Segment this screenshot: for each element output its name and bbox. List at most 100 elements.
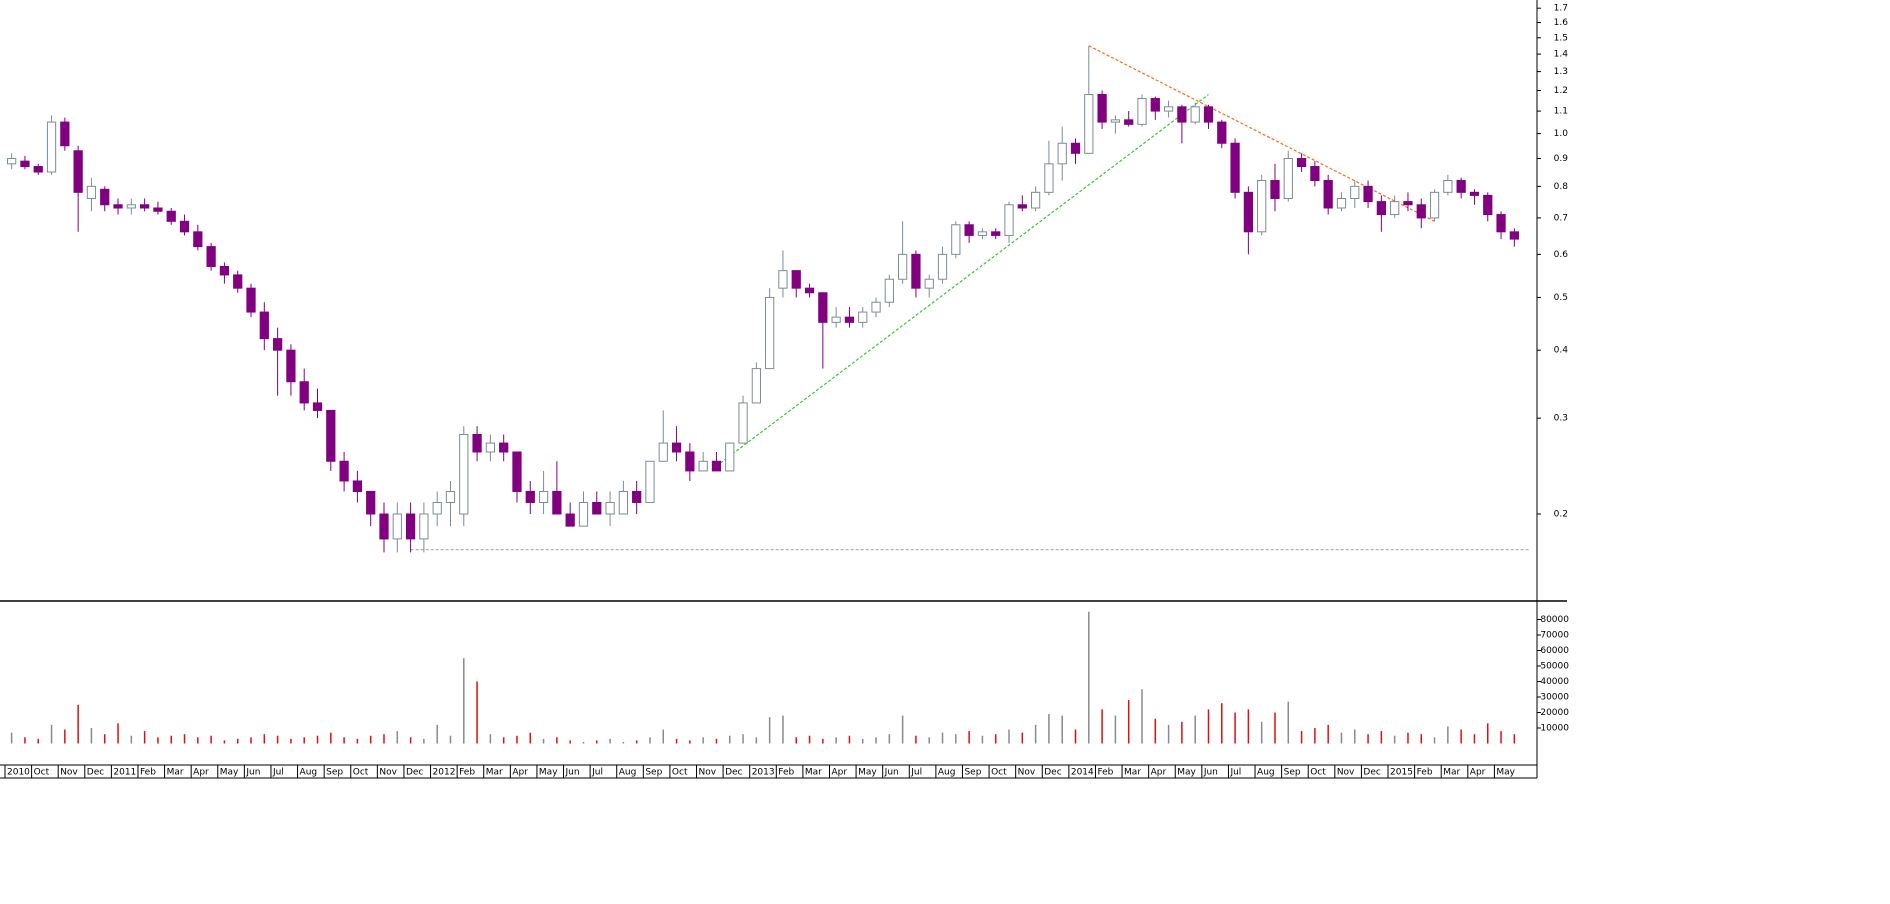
x-tick-label: May — [1496, 768, 1515, 778]
volume-bar — [489, 734, 492, 744]
x-tick-label: Nov — [1018, 768, 1036, 778]
x-tick-label: Oct — [672, 768, 688, 778]
candle-body — [1110, 119, 1121, 123]
x-tick-label: Jul — [1229, 768, 1241, 778]
candle-body — [312, 402, 323, 411]
x-tick-label: Mar — [167, 768, 184, 778]
candle-body — [911, 253, 921, 289]
candle-body — [1177, 106, 1187, 123]
volume-bar — [1194, 715, 1196, 744]
candle-body — [1270, 180, 1280, 199]
x-tick-label: Aug — [1257, 768, 1275, 778]
candle-body — [1283, 158, 1293, 199]
candle-body — [1429, 191, 1440, 219]
volume-bar — [1021, 732, 1024, 744]
x-tick-label: 2012 — [433, 768, 456, 778]
volume-bar — [1300, 731, 1303, 744]
x-tick-label: Oct — [353, 768, 369, 778]
x-tick-label: Apr — [512, 768, 528, 778]
volume-bar — [143, 731, 146, 744]
candle-body — [153, 207, 163, 212]
x-tick-label: Sep — [326, 768, 343, 778]
x-tick-label: Mar — [805, 768, 822, 778]
x-tick-label: Mar — [486, 768, 503, 778]
candle-body — [1057, 142, 1067, 165]
x-tick-label: Sep — [964, 768, 981, 778]
x-tick-label: 2011 — [113, 768, 136, 778]
volume-bar — [1048, 714, 1050, 744]
candle-body — [711, 460, 722, 472]
volume-bar — [1380, 731, 1383, 744]
volume-bar — [968, 731, 970, 744]
candle-body — [1350, 185, 1360, 199]
candle-body — [1336, 197, 1347, 209]
volume-bar — [449, 735, 452, 744]
y-tick-label: 1.5 — [1554, 33, 1568, 43]
y-tick-label: 1.3 — [1554, 67, 1568, 77]
candle-body — [1496, 214, 1506, 233]
candle-body — [951, 224, 961, 255]
candle-body — [472, 433, 482, 453]
volume-bar — [197, 737, 199, 744]
y-tick-label: 1.1 — [1554, 107, 1568, 117]
volume-bar — [1207, 709, 1210, 744]
volume-bar — [183, 734, 186, 744]
x-tick-label: Apr — [1151, 768, 1167, 778]
candle-body — [179, 220, 190, 233]
y-tick-label: 0.3 — [1554, 414, 1568, 424]
candle-body — [73, 150, 83, 193]
x-tick-label: Apr — [831, 768, 847, 778]
candle-body — [499, 442, 509, 453]
volume-bar — [848, 735, 851, 744]
volume-bar — [768, 717, 771, 744]
volume-tick-label: 10000 — [1540, 724, 1569, 734]
candle-body — [645, 460, 655, 503]
volume-bar — [516, 735, 518, 744]
volume-bar — [901, 715, 904, 744]
volume-bar — [90, 728, 93, 744]
x-tick-label: Nov — [60, 768, 78, 778]
x-tick-label: Feb — [1097, 768, 1113, 778]
volume-bar — [130, 735, 133, 744]
volume-bar — [436, 724, 438, 744]
y-tick-label: 0.8 — [1554, 182, 1569, 192]
y-tick-label: 0.9 — [1554, 154, 1569, 164]
volume-bar — [210, 735, 212, 744]
candle-body — [1230, 142, 1240, 193]
x-tick-label: Nov — [1337, 768, 1355, 778]
candle-body — [578, 501, 589, 527]
candle-body — [592, 501, 602, 515]
volume-tick-label: 80000 — [1540, 615, 1569, 625]
volume-bar — [1314, 728, 1316, 744]
volume-bar — [715, 738, 718, 744]
candle-body — [140, 204, 150, 209]
candle-body — [1469, 191, 1480, 196]
candle-body — [272, 338, 283, 351]
x-tick-label: Oct — [34, 768, 50, 778]
volume-bar — [1167, 724, 1170, 744]
y-tick-label: 0.6 — [1554, 250, 1569, 260]
candle-body — [565, 513, 575, 527]
volume-bar — [1340, 732, 1343, 744]
candle-body — [671, 442, 682, 453]
candle-body — [1030, 191, 1041, 209]
y-tick-label: 0.5 — [1554, 293, 1568, 303]
candle-body — [366, 490, 376, 515]
candle-body — [844, 316, 855, 323]
volume-bar — [1181, 721, 1183, 744]
volume-bar — [822, 738, 824, 744]
volume-bar — [596, 740, 598, 744]
volume-bar — [928, 737, 930, 744]
candle-body — [86, 185, 97, 199]
volume-tick-label: 40000 — [1540, 677, 1569, 687]
volume-bar — [476, 681, 478, 744]
x-tick-label: May — [858, 768, 877, 778]
x-tick-label: Jun — [884, 768, 899, 778]
trendline — [716, 94, 1209, 467]
candle-body — [898, 253, 908, 280]
x-tick-label: Dec — [1363, 768, 1380, 778]
candle-body — [1323, 180, 1333, 209]
candle-body — [485, 442, 496, 453]
candle-body — [538, 490, 549, 503]
